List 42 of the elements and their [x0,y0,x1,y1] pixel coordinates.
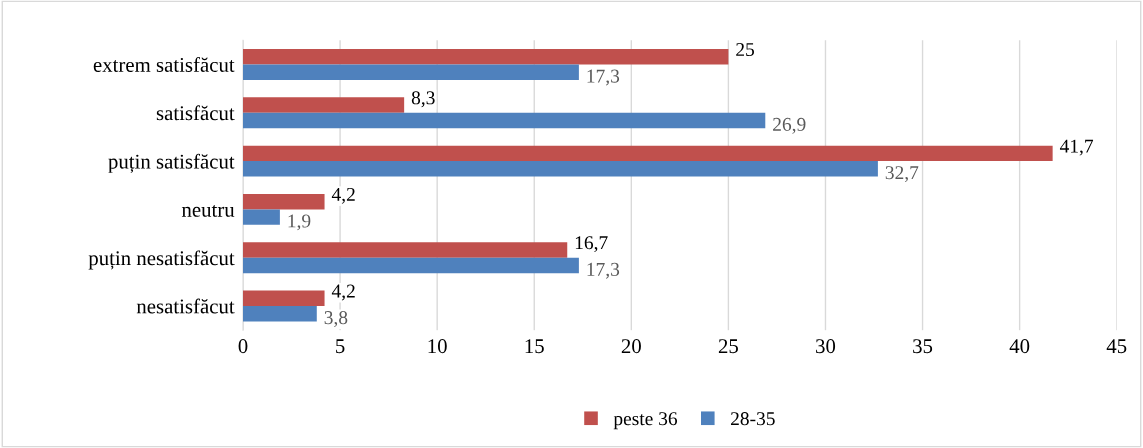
y-tick-label: extrem satisfăcut [93,57,235,72]
bar [243,161,878,177]
x-tick-label: 40 [1009,339,1030,354]
x-tick-label: 45 [1106,339,1127,354]
bar [243,257,579,274]
bar [243,112,766,129]
data-label: 4,2 [331,284,355,301]
data-label: 17,3 [587,262,620,279]
bar [243,242,568,258]
x-tick-label: 35 [913,339,933,354]
data-label: 1,9 [288,214,311,231]
data-label: 8,3 [411,91,435,108]
y-tick-label: nesatisfăcut [136,298,235,314]
bar [243,49,729,65]
data-label: 4,2 [331,187,355,204]
x-tick-label: 0 [238,339,248,354]
bar [243,193,325,210]
data-label: 17,3 [587,69,620,86]
x-tick-label: 15 [525,339,544,354]
data-label: 41,7 [1059,139,1094,156]
bar [243,64,579,80]
y-tick-label: satisfăcut [156,105,235,121]
data-label: 3,8 [324,311,348,327]
x-tick-label: 25 [718,339,738,354]
legend-label: peste 36 [613,412,678,430]
x-tick-label: 30 [816,339,836,354]
x-tick-label: 10 [428,339,447,354]
bar [243,290,325,307]
x-tick-label: 20 [621,339,641,354]
bar [243,97,405,113]
legend-label: 28-35 [730,412,775,426]
data-label: 32,7 [885,166,919,183]
data-label: 16,7 [575,236,608,253]
y-tick-label: puțin nesatisfăcut [88,250,235,270]
data-label: 25 [736,42,755,57]
bar [243,145,1053,162]
data-label: 26,9 [773,117,806,134]
x-tick-label: 5 [336,339,345,354]
y-tick-label: puțin satisfăcut [108,153,235,173]
bar [243,209,280,225]
y-tick-label: neutru [181,204,235,217]
bar [243,306,317,322]
